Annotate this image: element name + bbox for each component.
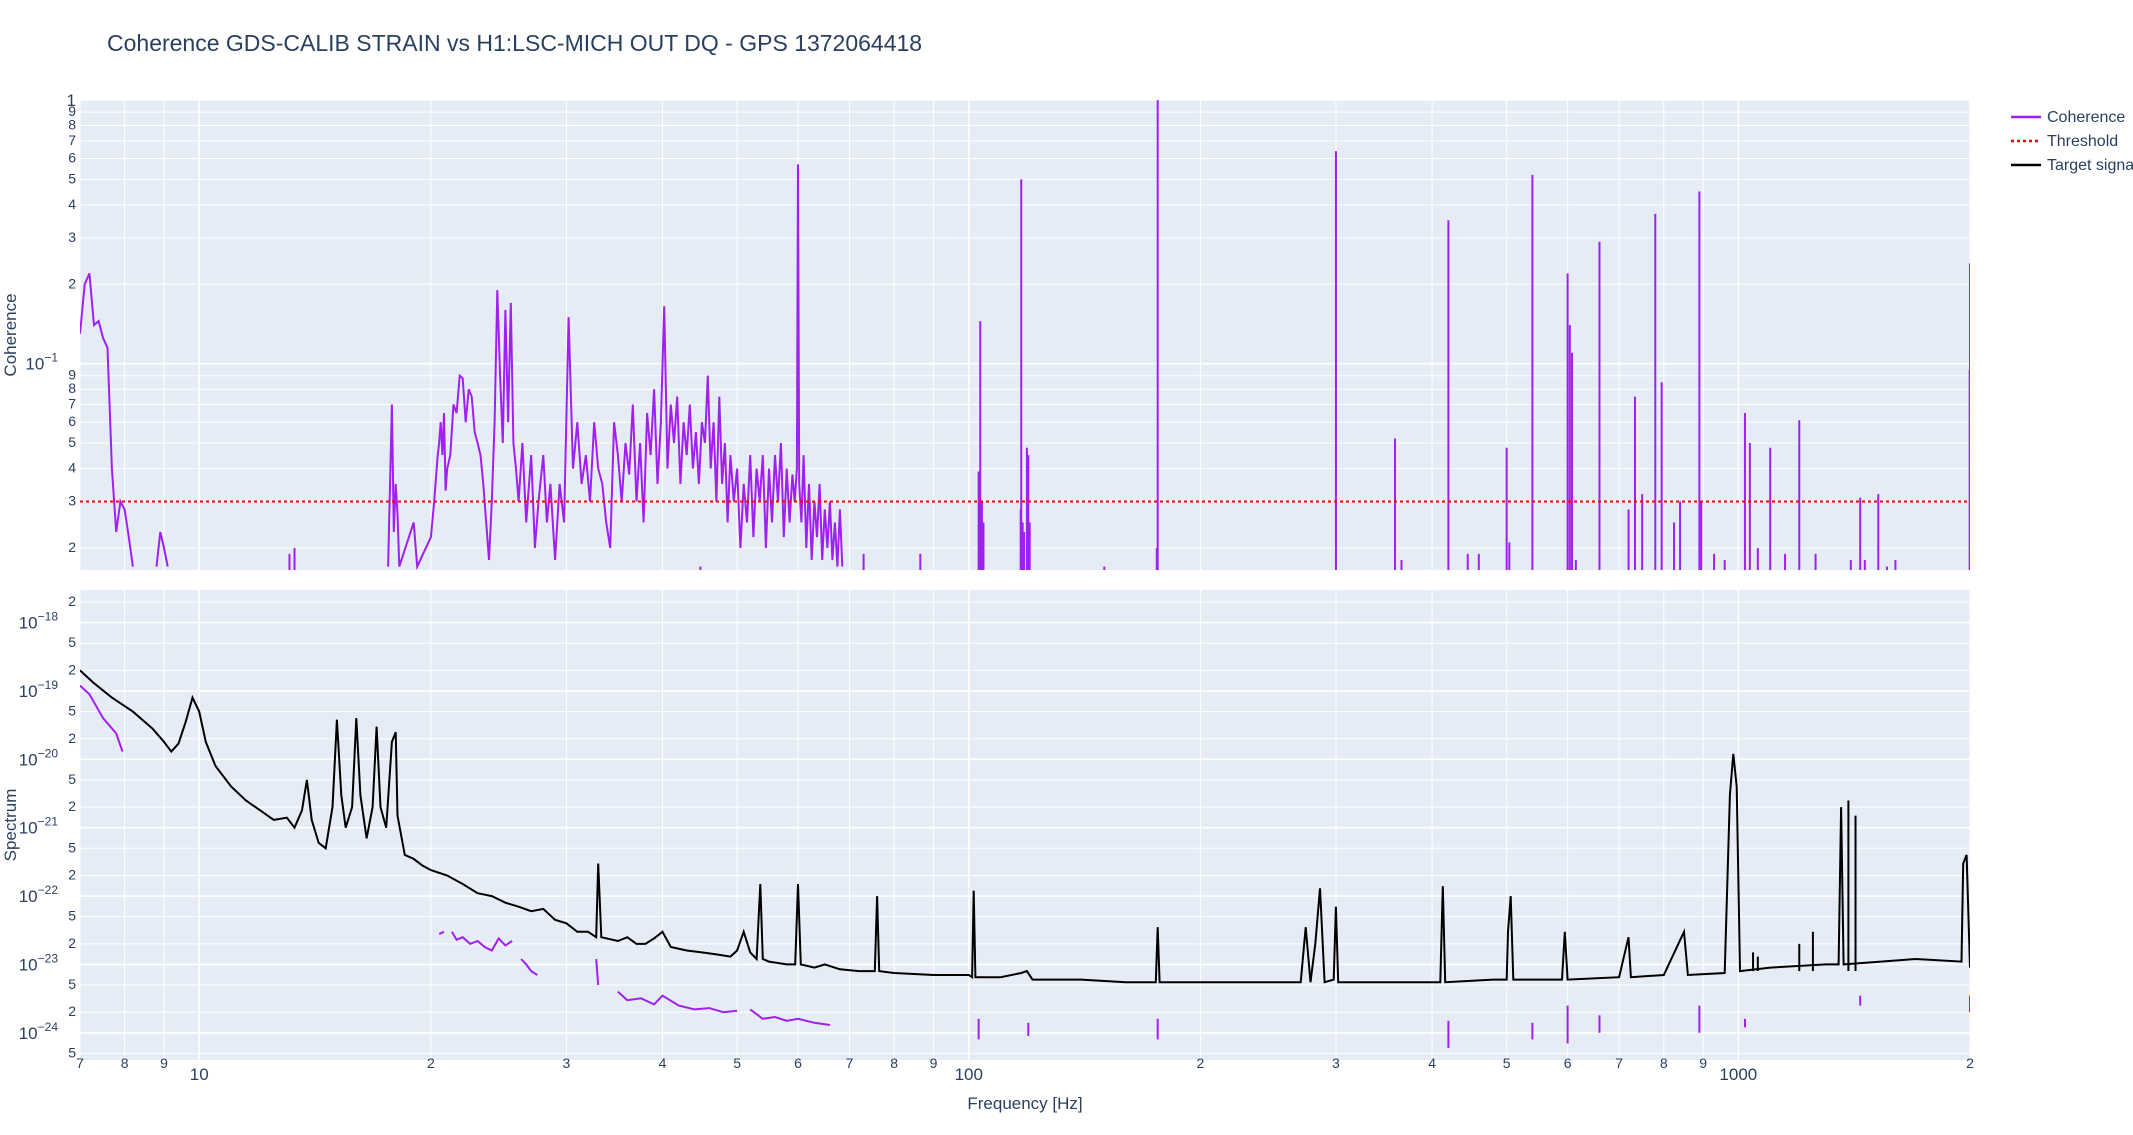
x-tick-label: 3 xyxy=(1332,1055,1340,1071)
x-tick-label: 8 xyxy=(121,1055,129,1071)
y-tick-label: 10−19 xyxy=(19,678,59,701)
y-tick-label: 2 xyxy=(68,1003,76,1019)
spectrum-plot xyxy=(80,669,1970,1048)
y-tick-label: 5 xyxy=(68,1044,76,1060)
coherent-spectrum-segment xyxy=(595,958,600,986)
y-tick-label: 10−24 xyxy=(19,1020,59,1043)
y-tick-label: 10−20 xyxy=(19,746,59,769)
y-tick-label: 2 xyxy=(68,798,76,814)
x-tick-label: 7 xyxy=(1615,1055,1623,1071)
x-tick-label: 5 xyxy=(733,1055,741,1071)
y-tick-label: 2 xyxy=(68,866,76,882)
y-tick-label: 1 xyxy=(67,91,76,110)
x-tick-label: 3 xyxy=(562,1055,570,1071)
y-tick-label: 9 xyxy=(68,367,76,383)
y-tick-label: 10−22 xyxy=(19,883,59,906)
x-tick-label: 6 xyxy=(794,1055,802,1071)
legend-label[interactable]: Target signal xyxy=(2047,157,2133,174)
coherent-spectrum-segment xyxy=(749,1008,831,1026)
x-tick-label: 9 xyxy=(1699,1055,1707,1071)
coherence-y-axis-title: Coherence xyxy=(1,293,20,376)
y-tick-label: 4 xyxy=(68,196,76,212)
y-tick-label: 4 xyxy=(68,460,76,476)
legend[interactable]: Coherence Threshold Target signal xyxy=(2011,109,2133,174)
x-tick-label: 4 xyxy=(659,1055,667,1071)
spectrum-panel: 2 10−18 5 2 10−19 5 2 10−20 5 2 10−21 5 2 10−22 5 2 10−2… xyxy=(1,590,1971,1060)
coherent-spectrum-segment xyxy=(438,930,445,935)
x-tick-label: 9 xyxy=(930,1055,938,1071)
coherent-spectrum-segment xyxy=(617,990,738,1014)
x-tick-label: 10 xyxy=(190,1065,209,1084)
y-tick-label: 5 xyxy=(68,170,76,186)
target-signal-series xyxy=(80,669,1970,984)
y-tick-label: 5 xyxy=(68,839,76,855)
y-tick-label: 8 xyxy=(68,117,76,133)
x-tick-label: 8 xyxy=(1660,1055,1668,1071)
x-tick-label: 2 xyxy=(1966,1055,1974,1071)
y-tick-label: 10−1 xyxy=(25,351,58,374)
y-tick-label: 2 xyxy=(68,935,76,951)
y-tick-label: 5 xyxy=(68,771,76,787)
y-tick-label: 10−21 xyxy=(19,815,59,838)
coherence-series xyxy=(80,273,134,567)
coherence-plot xyxy=(80,100,1970,570)
coherent-spectrum-segment xyxy=(451,931,513,952)
y-tick-label: 10−18 xyxy=(19,610,59,633)
x-axis-title: Frequency [Hz] xyxy=(967,1094,1082,1113)
x-tick-label: 7 xyxy=(76,1055,84,1071)
y-tick-label: 3 xyxy=(68,229,76,245)
y-tick-label: 3 xyxy=(68,493,76,509)
spectrum-plot-area xyxy=(80,590,1970,1060)
x-tick-label: 6 xyxy=(1564,1055,1572,1071)
x-tick-label: 7 xyxy=(846,1055,854,1071)
y-tick-label: 7 xyxy=(68,396,76,412)
y-tick-label: 8 xyxy=(68,380,76,396)
y-tick-label: 2 xyxy=(68,275,76,291)
coherent-spectrum-segment xyxy=(80,684,124,752)
x-tick-label: 8 xyxy=(890,1055,898,1071)
y-tick-label: 2 xyxy=(68,661,76,677)
y-tick-label: 7 xyxy=(68,132,76,148)
spectrum-y-axis-title: Spectrum xyxy=(1,789,20,862)
x-tick-label: 5 xyxy=(1503,1055,1511,1071)
y-tick-label: 10−23 xyxy=(19,951,59,974)
y-tick-label: 5 xyxy=(68,703,76,719)
y-tick-label: 6 xyxy=(68,149,76,165)
coherence-plot-area xyxy=(80,100,1970,570)
y-tick-label: 5 xyxy=(68,434,76,450)
chart-title: Coherence GDS-CALIB STRAIN vs H1:LSC-MIC… xyxy=(107,30,922,56)
x-tick-label: 2 xyxy=(1197,1055,1205,1071)
y-tick-label: 5 xyxy=(68,976,76,992)
coherence-series xyxy=(155,531,169,567)
x-tick-label: 4 xyxy=(1428,1055,1436,1071)
y-tick-label: 6 xyxy=(68,413,76,429)
coherence-series xyxy=(387,164,844,570)
legend-label[interactable]: Coherence xyxy=(2047,109,2125,126)
y-tick-label: 5 xyxy=(68,634,76,650)
legend-label[interactable]: Threshold xyxy=(2047,133,2118,150)
coherent-spectrum-segment xyxy=(520,958,538,976)
spectrum-grid xyxy=(79,590,1971,1060)
x-tick-label: 2 xyxy=(427,1055,435,1071)
y-tick-label: 5 xyxy=(68,908,76,924)
y-tick-label: 2 xyxy=(68,539,76,555)
x-tick-label: 1000 xyxy=(1719,1065,1757,1084)
spectrum-y-ticks: 2 10−18 5 2 10−19 5 2 10−20 5 2 10−21 5 2 10−22 5 2 10−2… xyxy=(19,593,76,1060)
y-tick-label: 2 xyxy=(68,593,76,609)
y-tick-label: 2 xyxy=(68,730,76,746)
x-tick-label: 100 xyxy=(955,1065,983,1084)
x-tick-label: 9 xyxy=(160,1055,168,1071)
y-tick-label: 9 xyxy=(68,103,76,119)
x-axis-ticks: 10 100 1000 7 8 9 2 3 4 5 6 7 8 9 2 3 4 5 6 7 8 9 2 xyxy=(76,1055,1974,1084)
